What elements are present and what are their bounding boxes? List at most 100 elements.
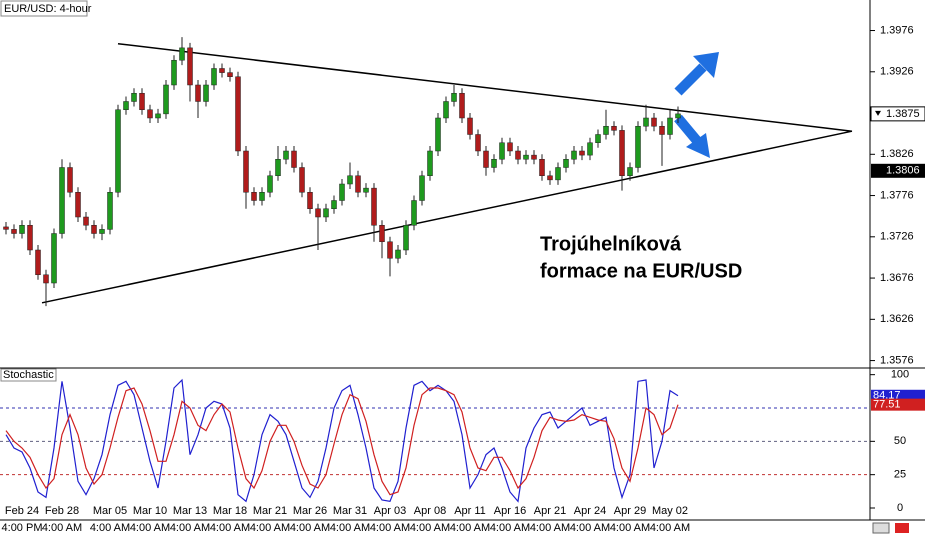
arrow-up (674, 52, 719, 96)
candle-body (299, 167, 305, 193)
candle-body (539, 158, 545, 176)
candle-body (35, 249, 41, 276)
icon[interactable] (895, 523, 909, 533)
x-time-label: 4:00 AM (210, 522, 250, 534)
candle-body (115, 109, 121, 193)
candle-body (267, 175, 273, 193)
x-tick-label: Mar 13 (173, 505, 207, 517)
x-tick-label: Apr 29 (614, 505, 646, 517)
x-time-label: 4:00 AM (170, 522, 210, 534)
price-marker-box (870, 106, 925, 122)
candle-body (403, 225, 409, 251)
trendline (41, 130, 853, 304)
x-tick-label: Apr 16 (494, 505, 526, 517)
candle-body (483, 150, 489, 168)
title-box (0, 0, 88, 17)
trendline (117, 42, 853, 132)
candle-body (595, 134, 601, 143)
x-time-label: 4:00 AM (42, 522, 82, 534)
candle-body (155, 113, 161, 119)
candle-body (507, 142, 513, 152)
y-tick-label: 1.3576 (880, 354, 914, 366)
candle-body (11, 229, 17, 234)
x-tick-label: Mar 31 (333, 505, 367, 517)
candle-body (355, 175, 361, 193)
candle-body (467, 117, 473, 135)
candle-body (531, 154, 537, 160)
price-marker-label: 1.3875 (886, 108, 920, 120)
toolbar-icons (872, 522, 909, 534)
candle-body (675, 113, 681, 119)
candle-body (659, 125, 665, 135)
candle-body (459, 92, 465, 119)
candle-body (51, 233, 57, 284)
candle-body (611, 125, 617, 131)
y-tick-label: 1.3676 (880, 272, 914, 284)
candle-body (139, 92, 145, 110)
x-tick-label: Apr 24 (574, 505, 606, 517)
x-time-label: 4:00 AM (250, 522, 290, 534)
y-tick-label: 50 (894, 435, 906, 447)
x-time-label: 4:00 AM (90, 522, 130, 534)
candle-body (131, 92, 137, 102)
candle-body (451, 92, 457, 102)
x-tick-label: Apr 08 (414, 505, 446, 517)
x-tick-label: Apr 21 (534, 505, 566, 517)
candle-body (107, 192, 113, 230)
candle-body (83, 216, 89, 226)
y-tick-label: 1.3726 (880, 231, 914, 243)
candle-body (603, 125, 609, 135)
candle-body (387, 241, 393, 259)
candle-body (395, 249, 401, 259)
price-marker-box (871, 163, 925, 178)
candle-body (251, 192, 257, 201)
x-time-label: 4:00 AM (450, 522, 490, 534)
candle-body (259, 192, 265, 201)
candle-body (499, 142, 505, 160)
annotation: Trojúhelníková (540, 233, 682, 255)
candle-body (75, 192, 81, 218)
panel-title: Stochastic (3, 369, 54, 381)
x-time-label: 4:00 AM (570, 522, 610, 534)
candle-body (291, 150, 297, 168)
y-tick-label: 1.3826 (880, 148, 914, 160)
icon[interactable] (872, 522, 890, 534)
price-marker-label: 1.3806 (886, 165, 920, 177)
candle-body (587, 142, 593, 156)
candle-body (435, 117, 441, 152)
candle-body (219, 68, 225, 73)
candle-body (3, 226, 9, 230)
candle-body (419, 175, 425, 201)
candle-body (19, 225, 25, 234)
candle-body (515, 150, 521, 160)
candle-body (475, 134, 481, 152)
x-tick-label: Mar 18 (213, 505, 247, 517)
candle-body (179, 47, 185, 61)
x-tick-label: Mar 10 (133, 505, 167, 517)
candle-body (123, 101, 129, 110)
candle-body (523, 154, 529, 160)
candle-body (163, 84, 169, 115)
candle-body (339, 183, 345, 201)
x-tick-label: Feb 24 (5, 505, 39, 517)
candle-body (147, 109, 153, 119)
x-time-label: 4:00 AM (490, 522, 530, 534)
candle-body (571, 150, 577, 160)
x-tick-label: Mar 05 (93, 505, 127, 517)
candle-body (195, 84, 201, 102)
price-marker-arrow (875, 110, 881, 116)
candle-body (371, 187, 377, 226)
candle-body (59, 167, 65, 234)
x-time-label: 4:00 PM (2, 522, 43, 534)
chart-title: EUR/USD: 4-hour (4, 3, 92, 15)
x-tick-label: Apr 03 (374, 505, 406, 517)
x-time-label: 4:00 AM (650, 522, 690, 534)
candle-body (243, 150, 249, 193)
x-time-label: 4:00 AM (330, 522, 370, 534)
arrow-shaft (674, 63, 707, 96)
title-box (0, 368, 57, 382)
candle-body (27, 225, 33, 251)
candle-body (315, 208, 321, 218)
arrow-head (693, 52, 719, 78)
